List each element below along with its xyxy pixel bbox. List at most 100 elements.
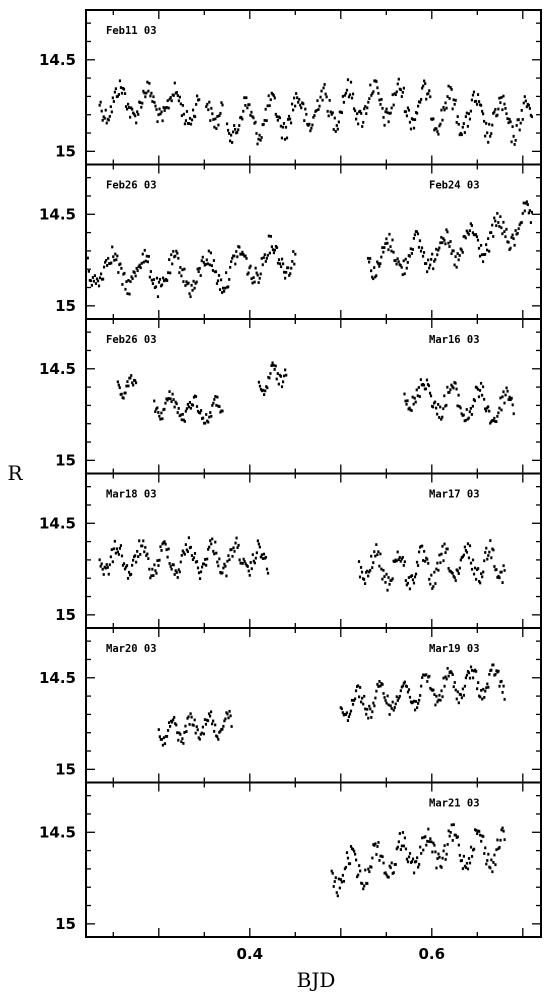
data-point: [234, 128, 237, 131]
data-point: [137, 265, 140, 269]
data-point: [436, 700, 439, 704]
data-point: [467, 232, 470, 236]
data-point: [185, 280, 188, 284]
data-point: [493, 110, 496, 114]
data-point: [419, 378, 422, 382]
data-point: [476, 387, 480, 391]
data-point: [413, 118, 417, 122]
data-point: [377, 685, 380, 688]
data-point: [243, 96, 246, 100]
data-point: [86, 256, 89, 260]
data-point: [289, 121, 293, 125]
data-point: [197, 736, 200, 740]
data-point: [155, 276, 159, 280]
data-point: [499, 838, 502, 842]
data-point: [273, 96, 276, 100]
data-point: [470, 855, 474, 858]
data-point: [267, 94, 270, 98]
data-point: [236, 131, 239, 134]
data-point: [367, 574, 370, 578]
data-point: [383, 575, 386, 578]
data-point: [411, 578, 415, 582]
data-point: [387, 248, 390, 252]
data-point: [316, 99, 319, 103]
data-point: [224, 564, 227, 568]
data-point: [445, 677, 448, 681]
data-point: [392, 708, 395, 712]
data-point: [188, 723, 191, 726]
data-point: [343, 93, 347, 97]
data-point: [400, 95, 403, 98]
data-point: [395, 262, 398, 266]
data-point: [422, 848, 425, 852]
data-point: [461, 555, 464, 559]
data-point: [188, 292, 191, 296]
data-point: [309, 129, 312, 133]
data-point: [172, 718, 175, 722]
data-point: [289, 272, 292, 276]
data-point: [175, 249, 178, 253]
data-point: [521, 117, 524, 121]
data-point: [409, 247, 412, 251]
data-point: [287, 114, 291, 118]
data-point: [332, 885, 335, 888]
data-point: [133, 271, 136, 274]
data-point: [312, 115, 315, 119]
data-point: [177, 256, 180, 260]
data-point: [101, 118, 104, 122]
data-point: [319, 95, 322, 99]
data-point: [416, 564, 420, 567]
data-point: [483, 119, 486, 123]
data-point: [352, 107, 356, 111]
data-point: [157, 728, 160, 732]
data-point: [208, 714, 212, 718]
data-point: [476, 93, 480, 96]
data-point: [102, 573, 105, 576]
data-point: [465, 111, 468, 115]
data-point: [257, 380, 260, 384]
data-point: [161, 417, 164, 421]
data-point: [293, 96, 296, 100]
data-point: [393, 560, 396, 563]
data-point: [377, 262, 380, 265]
data-point: [391, 700, 394, 704]
data-point: [100, 109, 103, 113]
data-point: [483, 852, 486, 855]
data-point: [419, 249, 423, 253]
data-point: [262, 388, 265, 392]
data-point: [181, 737, 184, 741]
data-point: [170, 99, 173, 103]
data-point: [440, 689, 443, 693]
data-point: [431, 850, 434, 854]
data-point: [442, 559, 445, 563]
data-point: [96, 279, 100, 283]
data-point: [493, 853, 496, 857]
data-point: [492, 860, 495, 864]
data-point: [374, 696, 377, 700]
data-point: [517, 118, 520, 121]
data-point: [371, 566, 374, 570]
data-point: [162, 736, 166, 740]
data-point: [224, 717, 227, 721]
data-point: [528, 107, 531, 110]
data-point: [198, 98, 201, 102]
data-point: [119, 86, 123, 89]
data-point: [482, 570, 485, 574]
data-point: [388, 864, 391, 868]
data-point: [419, 100, 422, 104]
data-point: [390, 249, 393, 253]
data-point: [219, 278, 223, 282]
data-point: [360, 111, 363, 115]
data-point: [138, 263, 141, 267]
data-point: [253, 561, 256, 565]
data-point: [462, 122, 465, 125]
data-point: [394, 702, 397, 706]
data-point: [213, 125, 216, 129]
data-point: [415, 560, 419, 564]
panel-label: Mar16 03: [429, 334, 480, 346]
data-point: [472, 572, 476, 576]
data-point: [460, 859, 463, 862]
data-point: [383, 246, 386, 249]
data-point: [492, 235, 495, 238]
data-point: [216, 735, 219, 739]
